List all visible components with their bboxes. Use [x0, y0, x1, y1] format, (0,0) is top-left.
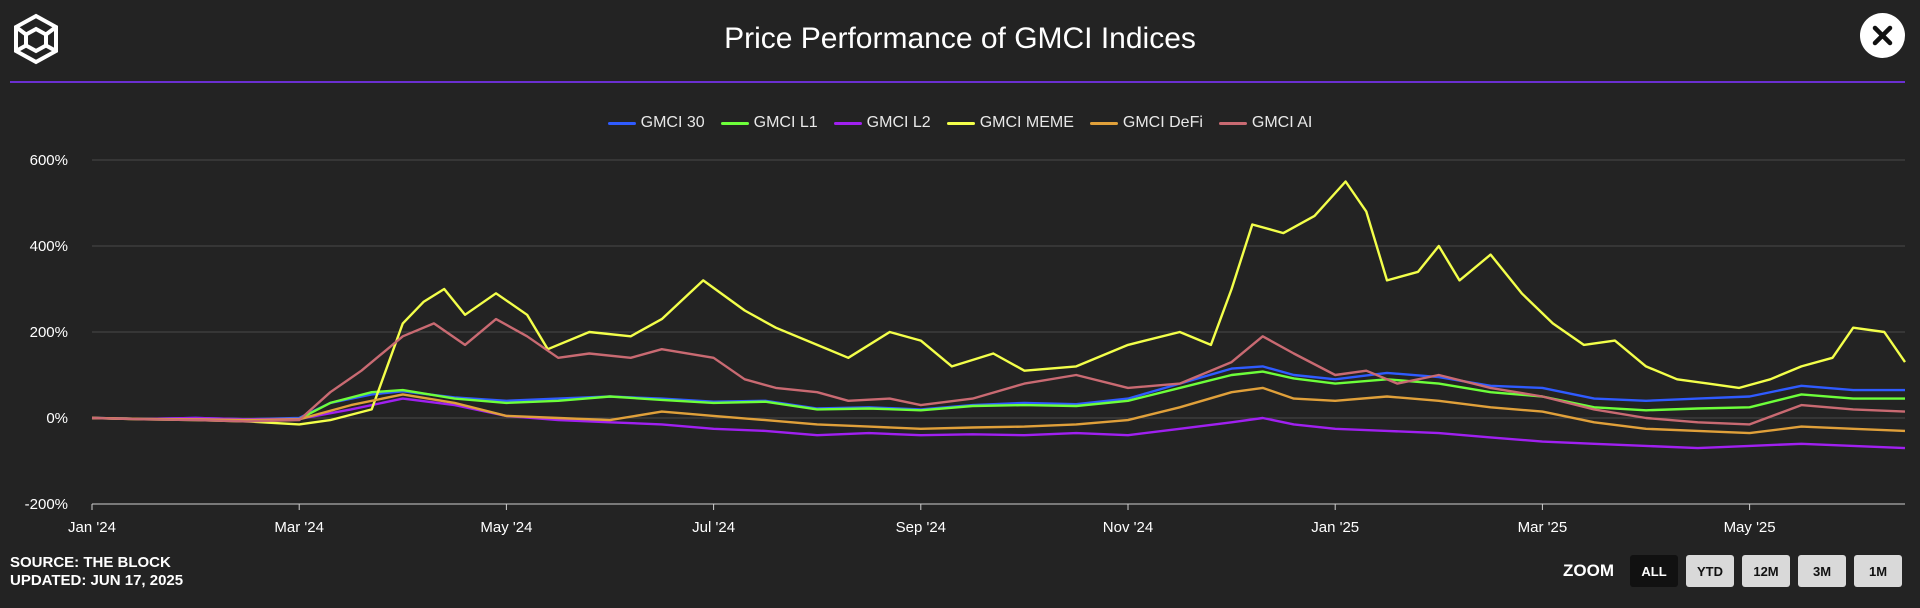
series-line-gmci-meme [91, 180, 1906, 426]
zoom-label: ZOOM [1563, 561, 1614, 580]
x-tick-label: May '24 [480, 519, 532, 536]
y-tick-label: 200% [30, 324, 68, 341]
legend-item-gmci-meme[interactable]: GMCI MEME [946, 114, 1074, 132]
x-tick-label: Jan '25 [1311, 519, 1359, 536]
legend-item-gmci-defi[interactable]: GMCI DeFi [1089, 114, 1203, 132]
x-tick-label: Jan '24 [68, 519, 116, 536]
legend-swatch [946, 121, 975, 125]
y-tick-label: 600% [30, 152, 68, 169]
legend-label: GMCI AI [1251, 114, 1313, 131]
zoom-controls: ZOOM ALL YTD 12M 3M 1M [1563, 555, 1902, 587]
source-text: SOURCE: THE BLOCK [10, 554, 171, 571]
source-note: SOURCE: THE BLOCK UPDATED: JUN 17, 2025 [10, 554, 183, 590]
chart-legend: GMCI 30 GMCI L1 GMCI L2 GMCI MEME GMCI DeFi G… [0, 114, 1920, 132]
close-button[interactable] [1860, 13, 1905, 58]
updated-text: UPDATED: JUN 17, 2025 [10, 572, 184, 589]
legend-item-gmci-l1[interactable]: GMCI L1 [720, 114, 818, 132]
x-tick-label: Nov '24 [1103, 519, 1153, 536]
x-tick-label: Jul '24 [692, 519, 735, 536]
legend-item-gmci-ai[interactable]: GMCI AI [1218, 114, 1313, 132]
zoom-1m-button[interactable]: 1M [1854, 555, 1902, 587]
legend-label: GMCI DeFi [1122, 114, 1203, 131]
legend-item-gmci-30[interactable]: GMCI 30 [607, 114, 705, 132]
zoom-12m-button[interactable]: 12M [1742, 555, 1790, 587]
series-line-gmci-l2 [91, 397, 1906, 450]
legend-swatch [1089, 121, 1118, 125]
x-tick-label: Sep '24 [896, 519, 946, 536]
legend-swatch [1218, 121, 1247, 125]
legend-swatch [720, 121, 749, 125]
zoom-all-button[interactable]: ALL [1630, 555, 1678, 587]
series-line-gmci-ai [91, 317, 1906, 426]
legend-label: GMCI 30 [640, 114, 705, 131]
x-tick-label: Mar '24 [274, 519, 324, 536]
line-chart: 600% 400% 200% 0% -200%Jan '24 Mar '24 May '24… [25, 152, 1906, 536]
legend-label: GMCI L2 [866, 114, 931, 131]
zoom-ytd-button[interactable]: YTD [1686, 555, 1734, 587]
close-icon [1872, 25, 1893, 46]
y-tick-label: 400% [30, 238, 68, 255]
y-tick-label: 0% [46, 410, 68, 427]
the-block-logo-icon [14, 13, 58, 65]
legend-swatch [607, 121, 636, 125]
y-tick-label: -200% [25, 496, 68, 513]
zoom-3m-button[interactable]: 3M [1798, 555, 1846, 587]
chart-title: Price Performance of GMCI Indices [724, 22, 1196, 55]
legend-item-gmci-l2[interactable]: GMCI L2 [833, 114, 931, 132]
series-line-gmci-defi [91, 386, 1906, 435]
header-divider [10, 81, 1905, 83]
x-tick-label: May '25 [1724, 519, 1776, 536]
legend-label: GMCI L1 [753, 114, 818, 131]
legend-label: GMCI MEME [979, 114, 1074, 131]
legend-swatch [833, 121, 862, 125]
x-tick-label: Mar '25 [1518, 519, 1568, 536]
